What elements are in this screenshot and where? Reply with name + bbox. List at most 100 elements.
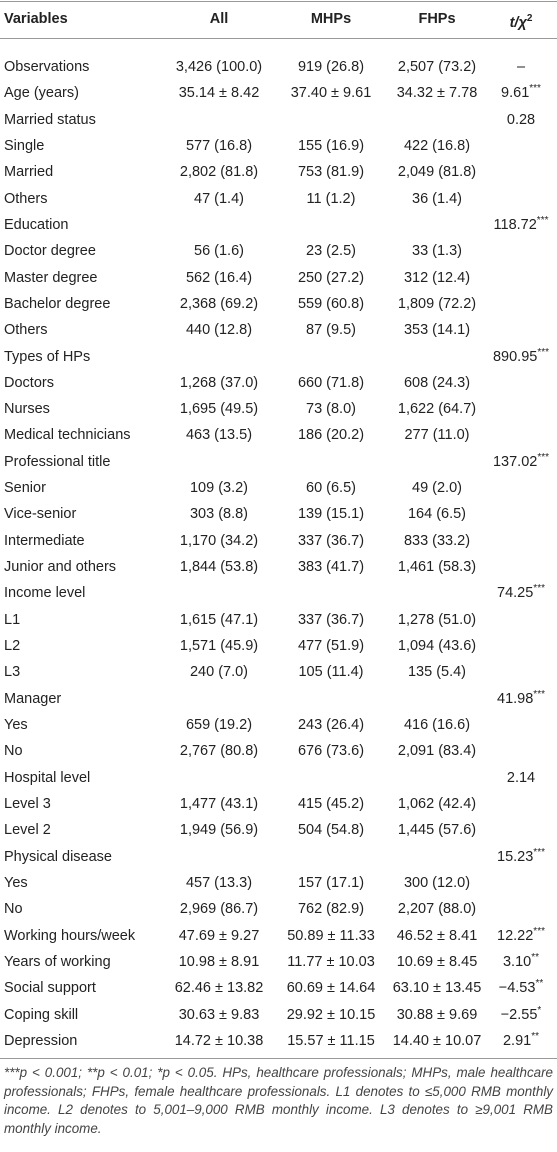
data-cell: 46.52 ± 8.41 <box>396 927 478 944</box>
data-cell: 833 (33.2) <box>403 532 471 549</box>
header-cell: Variables <box>4 11 68 27</box>
data-cell: 15.57 ± 11.15 <box>287 1032 375 1049</box>
data-cell: 415 (45.2) <box>297 795 365 812</box>
data-cell: 1,844 (53.8) <box>179 559 259 576</box>
data-cell: 118.72*** <box>493 215 549 233</box>
row-label: Professional title <box>4 453 111 470</box>
data-cell: 676 (73.6) <box>297 743 365 760</box>
data-cell: 1,268 (37.0) <box>179 374 259 391</box>
row-label: Intermediate <box>4 532 85 549</box>
data-cell: 243 (26.4) <box>297 717 365 733</box>
data-cell: 2,049 (81.8) <box>397 164 477 181</box>
row-label: Level 3 <box>4 795 51 812</box>
data-cell: 250 (27.2) <box>297 269 365 286</box>
row-label: L2 <box>4 638 21 655</box>
row-label: Nurses <box>4 401 50 418</box>
row-label: Bachelor degree <box>4 295 111 312</box>
data-cell: 47 (1.4) <box>194 190 244 207</box>
data-cell: 135 (5.4) <box>407 664 467 681</box>
data-cell: 1,615 (47.1) <box>179 611 259 628</box>
row-label: Coping skill <box>4 1006 79 1023</box>
data-cell: 660 (71.8) <box>297 374 365 391</box>
row-label: Married <box>4 164 54 181</box>
data-cell: 608 (24.3) <box>403 374 471 391</box>
data-cell: 157 (17.1) <box>297 874 365 891</box>
footnote: ***p < 0.001; **p < 0.01; *p < 0.05. HPs… <box>4 1065 553 1136</box>
data-cell: 753 (81.9) <box>297 164 365 181</box>
row-label: Level 2 <box>4 822 51 839</box>
bottom-rule <box>0 1058 557 1059</box>
data-cell: 87 (9.5) <box>306 322 356 339</box>
data-cell: 2,207 (88.0) <box>397 901 477 918</box>
data-cell: 50.89 ± 11.33 <box>287 927 375 944</box>
data-cell: 337 (36.7) <box>297 611 365 628</box>
data-cell: 2,969 (86.7) <box>179 901 259 918</box>
row-label: Age (years) <box>4 85 79 102</box>
row-label: L3 <box>4 664 21 681</box>
data-cell: 303 (8.8) <box>189 506 249 523</box>
data-cell: 49 (2.0) <box>412 480 462 497</box>
data-cell: 762 (82.9) <box>297 901 365 918</box>
data-cell: – <box>516 59 526 75</box>
data-cell: 1,622 (64.7) <box>397 401 477 418</box>
header-cell: MHPs <box>310 11 352 27</box>
row-label: Senior <box>4 480 46 497</box>
header-rule <box>0 38 557 39</box>
data-cell: 577 (16.8) <box>185 137 253 154</box>
data-cell: 11 (1.2) <box>306 190 356 207</box>
data-cell: 60.69 ± 14.64 <box>286 980 376 997</box>
data-cell: 659 (19.2) <box>185 717 253 733</box>
data-cell: 3.10** <box>502 952 540 970</box>
data-cell: 1,094 (43.6) <box>397 638 477 655</box>
data-cell: 15.23*** <box>497 846 545 865</box>
row-label: No <box>4 743 23 760</box>
data-cell: 1,278 (51.0) <box>397 611 477 628</box>
row-label: Yes <box>4 717 28 733</box>
row-label: Physical disease <box>4 848 112 865</box>
data-cell: 47.69 ± 9.27 <box>178 927 260 944</box>
row-label: Observations <box>4 59 90 75</box>
data-cell: 312 (12.4) <box>403 269 471 286</box>
data-cell: 1,477 (43.1) <box>179 795 259 812</box>
data-cell: 1,170 (34.2) <box>179 532 259 549</box>
data-cell: 10.69 ± 8.45 <box>396 953 478 970</box>
row-label: Others <box>4 322 48 339</box>
data-cell: 919 (26.8) <box>297 59 365 75</box>
data-cell: 416 (16.6) <box>403 717 471 733</box>
row-label: Types of HPs <box>4 348 91 365</box>
data-cell: 2,767 (80.8) <box>179 743 259 760</box>
data-cell: 422 (16.8) <box>403 137 471 154</box>
top-rule <box>0 1 557 2</box>
data-cell: 1,062 (42.4) <box>397 795 477 812</box>
data-cell: 29.92 ± 10.15 <box>286 1006 376 1023</box>
data-cell: 383 (41.7) <box>297 559 365 576</box>
data-cell: 1,445 (57.6) <box>397 822 477 839</box>
data-cell: 37.40 ± 9.61 <box>290 85 372 102</box>
row-label: Junior and others <box>4 559 117 576</box>
data-cell: 1,695 (49.5) <box>179 401 259 418</box>
data-cell: 240 (7.0) <box>189 664 249 681</box>
data-cell: 155 (16.9) <box>297 137 365 154</box>
data-cell: 2,091 (83.4) <box>397 743 477 760</box>
data-cell: 10.98 ± 8.91 <box>178 953 260 970</box>
data-cell: 1,949 (56.9) <box>179 822 259 839</box>
row-label: L1 <box>4 611 21 628</box>
header-cell: All <box>209 11 229 27</box>
data-cell: 2,368 (69.2) <box>179 295 259 312</box>
data-cell: 36 (1.4) <box>412 190 462 207</box>
data-cell: 12.22*** <box>497 925 545 944</box>
header-sup: 2 <box>526 13 533 24</box>
row-label: Vice-senior <box>4 506 77 523</box>
row-label: Yes <box>4 874 28 891</box>
data-cell: 60 (6.5) <box>306 480 356 497</box>
data-cell: 63.10 ± 13.45 <box>392 980 482 997</box>
row-label: Hospital level <box>4 769 91 786</box>
data-cell: 1,809 (72.2) <box>397 295 477 312</box>
data-cell: 463 (13.5) <box>185 427 253 444</box>
row-label: No <box>4 901 23 918</box>
row-label: Married status <box>4 111 96 128</box>
data-cell: 2.14 <box>506 769 536 786</box>
data-cell: 1,571 (45.9) <box>179 638 259 655</box>
data-cell: 164 (6.5) <box>407 506 467 523</box>
data-cell: 41.98*** <box>497 688 545 707</box>
